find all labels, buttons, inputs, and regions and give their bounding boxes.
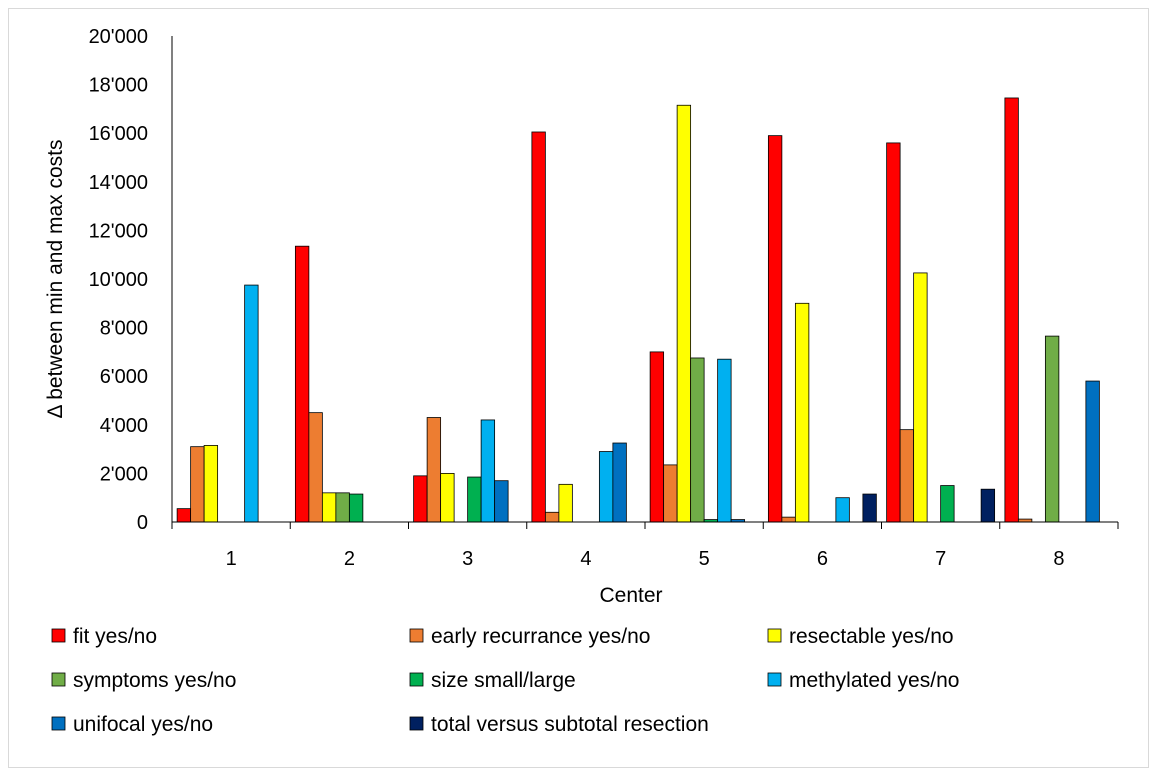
bar — [294, 245, 310, 523]
y-tick-label: 14'000 — [89, 172, 148, 194]
x-tick-label: 7 — [935, 548, 946, 570]
bar — [494, 480, 509, 523]
bar — [835, 497, 850, 523]
y-axis-ticks: 0 2'000 4'000 6'000 8'000 10'000 12'000 14'000 1… — [89, 26, 148, 534]
bar — [598, 451, 614, 523]
legend-swatch — [409, 672, 424, 687]
bar — [980, 488, 996, 523]
bar — [321, 492, 337, 523]
bar — [348, 493, 364, 523]
bar — [531, 131, 546, 523]
legend-label: resectable yes/no — [789, 625, 954, 648]
legend-label: unifocal yes/no — [73, 713, 213, 736]
y-axis-title: Δ between min and max costs — [44, 140, 67, 419]
bar — [781, 516, 796, 523]
bar — [1044, 335, 1060, 523]
bar — [717, 358, 732, 523]
y-tick-label: 20'000 — [89, 26, 148, 48]
bar — [862, 493, 877, 523]
bar — [308, 412, 323, 523]
legend-swatch — [51, 716, 66, 731]
legend-label: symptoms yes/no — [73, 669, 236, 692]
bar — [203, 445, 219, 523]
bar — [913, 272, 928, 523]
legend-label: size small/large — [431, 669, 576, 692]
x-axis-ticks: 1 2 3 4 5 6 7 8 — [171, 522, 1119, 570]
legend-swatch — [51, 672, 66, 687]
bar — [1085, 380, 1100, 523]
x-tick-label: 4 — [580, 548, 591, 570]
bar — [663, 464, 678, 523]
x-tick-label: 2 — [344, 548, 355, 570]
y-tick-label: 18'000 — [89, 75, 148, 97]
legend-label: fit yes/no — [73, 625, 157, 648]
x-tick-label: 8 — [1053, 548, 1064, 570]
y-tick-label: 2'000 — [100, 463, 148, 485]
bar — [440, 472, 455, 523]
bar — [690, 357, 705, 523]
legend-swatch — [51, 628, 66, 643]
legend-swatch — [409, 716, 424, 731]
legend-label: methylated yes/no — [789, 669, 959, 692]
legend-swatch — [767, 628, 782, 643]
legend-label: total versus subtotal resection — [431, 713, 709, 736]
bar — [649, 351, 665, 523]
y-tick-label: 4'000 — [100, 415, 148, 437]
y-tick-label: 16'000 — [89, 123, 148, 145]
x-tick-label: 3 — [462, 548, 473, 570]
x-tick-label: 6 — [817, 548, 828, 570]
x-axis-title: Center — [599, 584, 662, 607]
bar — [426, 417, 442, 523]
bars — [176, 97, 1100, 523]
bar — [676, 104, 692, 523]
bar — [767, 135, 783, 523]
bar — [558, 483, 573, 523]
legend-swatch — [409, 628, 424, 643]
y-tick-label: 10'000 — [89, 269, 148, 291]
chart-frame — [8, 8, 1149, 768]
bar — [940, 485, 955, 523]
y-tick-label: 0 — [137, 512, 148, 534]
bar — [480, 419, 496, 523]
bar — [413, 475, 428, 523]
bar — [190, 446, 205, 523]
bar — [899, 429, 915, 523]
bar — [886, 142, 901, 523]
y-tick-label: 8'000 — [100, 318, 148, 340]
bar — [1004, 97, 1019, 523]
x-tick-label: 5 — [699, 548, 710, 570]
bar — [612, 442, 627, 523]
bar — [467, 476, 482, 523]
bar — [335, 492, 350, 523]
bar — [794, 302, 810, 523]
bar — [544, 511, 560, 523]
legend-swatch — [767, 672, 782, 687]
y-tick-label: 12'000 — [89, 220, 148, 242]
legend-label: early recurrance yes/no — [431, 625, 650, 648]
bar — [176, 508, 192, 523]
y-tick-label: 6'000 — [100, 366, 148, 388]
x-tick-label: 1 — [226, 548, 237, 570]
bar — [244, 284, 259, 523]
legend: fit yes/no early recurrance yes/no resecta… — [51, 625, 959, 736]
